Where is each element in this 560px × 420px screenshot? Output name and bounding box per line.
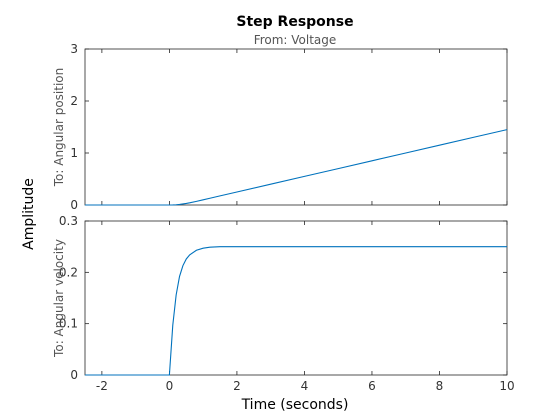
y-tick-label: 0.1 (59, 317, 78, 331)
chart-title: Step Response (236, 14, 353, 30)
y-tick-label: 3 (70, 42, 78, 56)
subplot-angular-velocity: -2 0 2 4 6 8 10 0 0.1 0.2 0.3 To: Angular velocity (52, 214, 515, 393)
channel-label-to-angular-position: To: Angular position (52, 68, 66, 188)
y-tick-label: 1 (70, 146, 78, 160)
x-tick-label: 10 (499, 379, 514, 393)
y-tick-label: 0 (70, 368, 78, 382)
x-tick-label: 4 (301, 379, 309, 393)
chart-subtitle: From: Voltage (254, 33, 337, 47)
subplot-angular-position: 0 1 2 3 To: Angular position (52, 42, 508, 212)
x-tick-label: 8 (436, 379, 444, 393)
y-tick-label: 0 (70, 198, 78, 212)
x-axis-label: Time (seconds) (241, 397, 349, 413)
plot-frame (84, 48, 508, 206)
y-axis-label: Amplitude (21, 178, 37, 250)
x-tick-label: 2 (233, 379, 241, 393)
y-tick-label: 0.3 (59, 214, 78, 228)
series-line-to-angular-velocity (85, 246, 507, 376)
plot-frame (84, 220, 508, 376)
x-tick-label: 6 (368, 379, 376, 393)
x-tick-label: 0 (166, 379, 174, 393)
series-line-to-angular-position (85, 129, 508, 206)
channel-label-to-angular-velocity: To: Angular velocity (52, 239, 66, 358)
x-tick-label: -2 (96, 379, 108, 393)
y-tick-label: 2 (70, 94, 78, 108)
y-tick-label: 0.2 (59, 265, 78, 279)
